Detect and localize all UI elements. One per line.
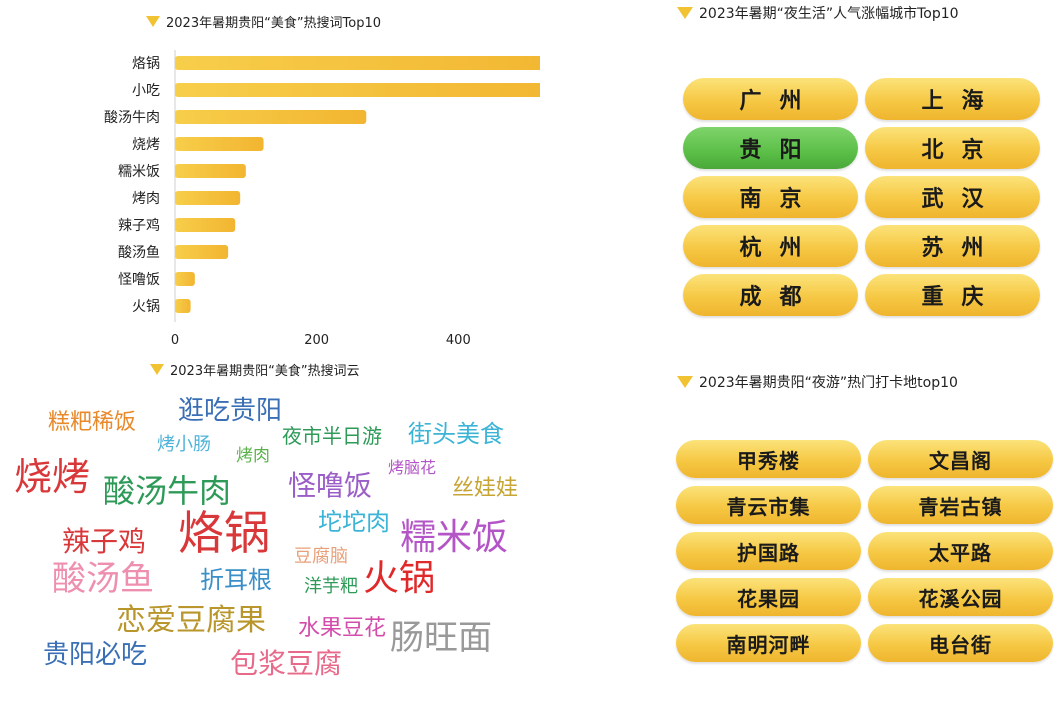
night-tour-spots-grid: 甲秀楼 文昌阁 青云市集 青岩古镇 护国路 太平路 花果园 花溪公园 南明河畔 电台街 [676,440,1053,662]
bar [175,272,195,286]
spot-pill: 护国路 [676,532,861,570]
bar-chart-title: 2023年暑期贵阳“美食”热搜词Top10 [146,12,381,31]
spots-title: 2023年暑期贵阳“夜游”热门打卡地top10 [677,372,958,392]
category-label: 怪噜饭 [118,272,160,288]
cities-title: 2023年暑期“夜生活”人气涨幅城市Top10 [677,3,959,23]
triangle-icon [677,7,693,19]
x-tick-label: 200 [304,333,329,348]
cloud-word: 折耳根 [200,566,272,594]
spot-pill: 文昌阁 [868,440,1053,478]
category-label: 小吃 [132,83,160,99]
cloud-word: 丝娃娃 [452,476,519,501]
category-label: 糯米饭 [118,164,160,180]
cloud-word: 肠旺面 [390,618,492,658]
cloud-word: 贵阳必吃 [43,640,148,670]
category-label: 火锅 [132,299,160,315]
cloud-word: 烙锅 [178,506,270,560]
cloud-word: 糕粑稀饭 [48,410,137,435]
bar [175,191,241,205]
bar [175,110,367,124]
food-search-bar-chart: 烙锅小吃酸汤牛肉烧烤糯米饭烤肉辣子鸡酸汤鱼怪噜饭火锅0200400600 [104,50,540,348]
city-pill: 杭州 [683,225,858,267]
bar [175,56,540,70]
cities-title-text: 2023年暑期“夜生活”人气涨幅城市Top10 [699,6,959,22]
bar [175,299,191,313]
cloud-word: 恋爱豆腐果 [116,603,266,638]
spot-pill: 电台街 [868,624,1053,662]
bar [175,83,540,97]
city-pill: 武汉 [865,176,1040,218]
wordcloud-title: 2023年暑期贵阳“美食”热搜词云 [150,360,360,379]
cloud-word: 逛吃贵阳 [178,396,283,426]
spot-pill: 花溪公园 [868,578,1053,616]
nightlife-cities-grid: 广州 上海 贵阳 北京 南京 武汉 杭州 苏州 成都 重庆 [683,78,1040,316]
city-pill: 广州 [683,78,858,120]
spot-pill: 青云市集 [676,486,861,524]
cloud-word: 辣子鸡 [62,525,147,558]
spot-pill: 甲秀楼 [676,440,861,478]
spot-pill: 太平路 [868,532,1053,570]
category-label: 酸汤鱼 [118,244,160,261]
spots-title-text: 2023年暑期贵阳“夜游”热门打卡地top10 [699,375,958,391]
category-label: 烧烤 [132,137,160,153]
cloud-word: 豆腐脑 [294,546,348,567]
cloud-word: 怪噜饭 [288,469,373,502]
cloud-word: 烤肉 [236,446,270,466]
spot-pill: 南明河畔 [676,624,861,662]
category-label: 辣子鸡 [118,217,160,234]
cloud-word: 酸汤牛肉 [103,472,232,510]
cloud-word: 火锅 [363,558,436,599]
city-pill: 上海 [865,78,1040,120]
cloud-word: 包浆豆腐 [230,647,343,680]
city-pill: 成都 [683,274,858,316]
cloud-word: 烧烤 [14,455,91,499]
triangle-icon [150,364,164,375]
cloud-word: 烤脑花 [388,458,437,477]
category-label: 烙锅 [132,56,160,72]
x-tick-label: 0 [171,333,179,348]
triangle-icon [677,376,693,388]
cloud-word: 坨坨肉 [318,508,390,536]
cloud-word: 夜市半日游 [282,424,382,448]
cloud-word: 街头美食 [408,420,504,448]
triangle-icon [146,16,160,27]
bar [175,164,246,178]
cloud-word: 洋芋粑 [304,576,358,597]
bar-chart-title-text: 2023年暑期贵阳“美食”热搜词Top10 [166,16,382,31]
city-pill: 贵阳 [683,127,858,169]
spot-pill: 青岩古镇 [868,486,1053,524]
cloud-word: 糯米饭 [400,517,509,558]
bar [175,137,264,151]
cloud-word: 酸汤鱼 [52,559,154,599]
city-pill: 南京 [683,176,858,218]
food-word-cloud: 糕粑稀饭 逛吃贵阳烤小肠 夜市半日游 街头美食烤肉烤脑花 烧烤 酸汤牛肉 怪噜饭 丝娃娃坨坨肉… [0,380,540,704]
city-pill: 苏州 [865,225,1040,267]
city-pill: 重庆 [865,274,1040,316]
category-label: 烤肉 [132,191,160,207]
x-tick-label: 400 [446,333,471,348]
cloud-word: 烤小肠 [157,434,211,455]
cloud-word: 水果豆花 [298,616,387,641]
wordcloud-title-text: 2023年暑期贵阳“美食”热搜词云 [170,364,360,379]
city-pill: 北京 [865,127,1040,169]
bar [175,218,236,232]
bar [175,245,229,259]
category-label: 酸汤牛肉 [104,110,160,126]
spot-pill: 花果园 [676,578,861,616]
